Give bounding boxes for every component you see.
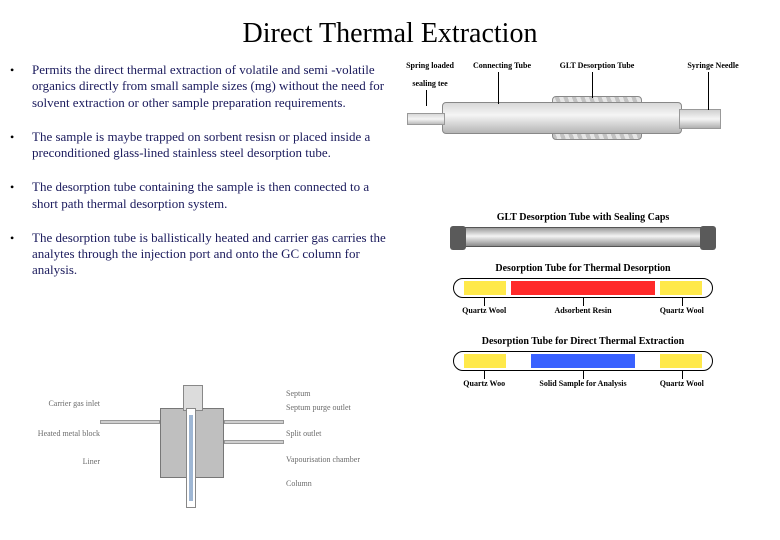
injector-diagram: Carrier gas inlet Heated metal block Lin… (30, 380, 370, 530)
leader-line (583, 298, 584, 306)
direct-block: Desorption Tube for Direct Thermal Extra… (398, 336, 768, 393)
glt-tube (453, 227, 713, 247)
thermal-block: Desorption Tube for Thermal Desorption Q… (398, 263, 768, 320)
seg-label: Quartz Wool (651, 306, 713, 315)
segment-sample (531, 354, 634, 368)
liner (186, 408, 196, 508)
segment-wool-left (464, 354, 505, 368)
tube-diagrams: GLT Desorption Tube with Sealing Caps De… (398, 212, 768, 409)
leader-line (592, 72, 593, 98)
outlet-pipe-1 (224, 420, 284, 424)
label-liner: Liner (30, 458, 100, 466)
sealing-cap-right (700, 226, 716, 250)
outlet-pipe-2 (224, 440, 284, 444)
leader-line (426, 90, 427, 106)
seg-label: Quartz Wool (651, 379, 713, 388)
sealing-cap-left (450, 226, 466, 250)
segment-wool-right (660, 354, 701, 368)
label-column: Column (286, 480, 312, 488)
label-purge: Septum purge outlet (286, 404, 351, 412)
leader-line (484, 371, 485, 379)
label-glt: GLT Desorption Tube (552, 62, 642, 70)
leader-line (484, 298, 485, 306)
list-item: • The sample is maybe trapped on sorbent… (10, 129, 392, 162)
list-item: • The desorption tube is ballistically h… (10, 230, 392, 279)
segment-wool-left (464, 281, 505, 295)
segment-wool-right (660, 281, 701, 295)
list-item: • Permits the direct thermal extraction … (10, 62, 392, 111)
label-heated: Heated metal block (30, 430, 100, 438)
segment-resin (511, 281, 655, 295)
bullet-marker: • (10, 179, 32, 195)
label-connecting: Connecting Tube (466, 62, 538, 70)
leader-line (498, 72, 499, 104)
thermal-tube (453, 278, 713, 298)
leader-line (583, 371, 584, 379)
page-title: Direct Thermal Extraction (0, 0, 780, 62)
content-row: • Permits the direct thermal extraction … (0, 62, 780, 297)
label-vapor: Vapourisation chamber (286, 456, 360, 464)
bullet-marker: • (10, 230, 32, 246)
label-needle: Syringe Needle (678, 62, 748, 70)
syringe-diagram: Spring loaded sealing tee Connecting Tub… (402, 62, 762, 172)
glt-caption: GLT Desorption Tube with Sealing Caps (398, 212, 768, 223)
label-septum: Septum (286, 390, 310, 398)
bullet-text: The desorption tube containing the sampl… (32, 179, 392, 212)
label-carrier: Carrier gas inlet (30, 400, 100, 408)
label-sealing: sealing tee (402, 80, 458, 88)
thermal-caption: Desorption Tube for Thermal Desorption (398, 263, 768, 274)
inlet-pipe (100, 420, 160, 424)
seg-label: Adsorbent Resin (531, 306, 635, 315)
glt-block: GLT Desorption Tube with Sealing Caps (398, 212, 768, 247)
direct-caption: Desorption Tube for Direct Thermal Extra… (398, 336, 768, 347)
leader-line (682, 371, 683, 379)
seg-label: Solid Sample for Analysis (521, 379, 646, 388)
seg-label: Quartz Wool (453, 306, 515, 315)
seg-label: Quartz Woo (453, 379, 515, 388)
figures-column: Spring loaded sealing tee Connecting Tub… (398, 62, 772, 297)
bullet-marker: • (10, 62, 32, 78)
label-spring: Spring loaded (402, 62, 458, 70)
syringe-body (442, 102, 682, 134)
bullet-marker: • (10, 129, 32, 145)
list-item: • The desorption tube containing the sam… (10, 179, 392, 212)
label-split: Split outlet (286, 430, 321, 438)
leader-line (708, 72, 709, 110)
bullet-text: The desorption tube is ballistically hea… (32, 230, 392, 279)
bullet-text: The sample is maybe trapped on sorbent r… (32, 129, 392, 162)
bullet-text: Permits the direct thermal extraction of… (32, 62, 392, 111)
bullet-list: • Permits the direct thermal extraction … (10, 62, 398, 297)
leader-line (682, 298, 683, 306)
direct-tube (453, 351, 713, 371)
